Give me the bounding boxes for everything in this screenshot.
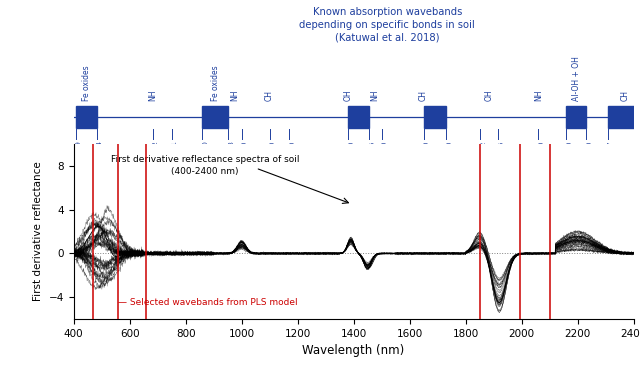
- Text: 2060: 2060: [538, 141, 545, 159]
- Text: Al-OH + OH: Al-OH + OH: [572, 56, 580, 101]
- Text: Known absorption wavebands
depending on specific bonds in soil
(Katuwal et al. 2: Known absorption wavebands depending on …: [300, 7, 475, 43]
- Text: 2307: 2307: [607, 141, 614, 159]
- Text: 1915: 1915: [498, 141, 504, 159]
- Text: 2230: 2230: [586, 141, 592, 159]
- X-axis label: Wavelength (nm): Wavelength (nm): [303, 345, 404, 358]
- Bar: [424, 106, 446, 128]
- Text: Fe oxides: Fe oxides: [82, 66, 91, 101]
- Text: 1852: 1852: [480, 141, 486, 159]
- Text: CH: CH: [621, 90, 630, 101]
- Text: 1380: 1380: [348, 141, 354, 159]
- Text: 409: 409: [76, 141, 82, 155]
- Text: 2160: 2160: [566, 141, 572, 159]
- Text: 1730: 1730: [446, 141, 452, 159]
- Text: OH: OH: [484, 90, 493, 101]
- Text: NH: NH: [148, 90, 157, 101]
- Text: 1650: 1650: [424, 141, 429, 159]
- Text: First derivative reflectance spectra of soil
(400-2400 nm): First derivative reflectance spectra of …: [111, 155, 300, 176]
- Text: Fe oxides: Fe oxides: [211, 66, 220, 101]
- Y-axis label: First derivative reflectance: First derivative reflectance: [33, 162, 43, 301]
- Text: NH: NH: [371, 90, 380, 101]
- Text: CH: CH: [419, 90, 428, 101]
- Text: 682: 682: [152, 141, 159, 155]
- Bar: [76, 106, 97, 128]
- Text: 751: 751: [172, 141, 178, 155]
- Bar: [202, 106, 228, 128]
- Text: OH: OH: [344, 90, 353, 101]
- Bar: [348, 106, 369, 128]
- Text: NH: NH: [534, 90, 543, 101]
- Bar: [607, 106, 634, 128]
- Text: NH: NH: [230, 90, 239, 101]
- Text: 953: 953: [228, 141, 234, 155]
- Text: CH: CH: [265, 90, 274, 101]
- Text: 1500: 1500: [381, 141, 388, 159]
- Text: — Selected wavebands from PLS model: — Selected wavebands from PLS model: [118, 298, 298, 307]
- Text: 484: 484: [97, 141, 103, 155]
- Text: 1000: 1000: [242, 141, 248, 159]
- Text: 1170: 1170: [289, 141, 295, 159]
- Text: 1100: 1100: [269, 141, 276, 159]
- Bar: [566, 106, 586, 128]
- Text: 1455: 1455: [369, 141, 375, 159]
- Text: 860: 860: [202, 141, 209, 155]
